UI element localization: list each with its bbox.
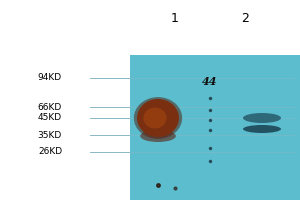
Text: 2: 2 (241, 11, 249, 24)
Ellipse shape (243, 113, 281, 123)
Text: 35KD: 35KD (38, 131, 62, 140)
Ellipse shape (243, 125, 281, 133)
Text: 1: 1 (171, 11, 179, 24)
Bar (295, 55, 300, 200)
Ellipse shape (134, 97, 182, 139)
Text: 44: 44 (202, 76, 218, 87)
Text: 26KD: 26KD (38, 148, 62, 156)
Text: 94KD: 94KD (38, 73, 62, 82)
Ellipse shape (143, 108, 167, 128)
Ellipse shape (137, 99, 179, 137)
Ellipse shape (140, 130, 176, 142)
Text: 45KD: 45KD (38, 114, 62, 122)
Text: 66KD: 66KD (38, 102, 62, 112)
Bar (130, 55, 300, 200)
